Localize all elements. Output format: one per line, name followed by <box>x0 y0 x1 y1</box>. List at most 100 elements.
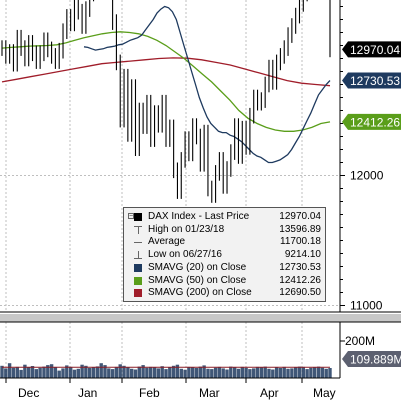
volume-bar <box>171 365 176 378</box>
volume-bar <box>72 369 77 378</box>
volume-bar <box>294 367 298 378</box>
legend-label: SMAVG (50) on Close <box>148 274 247 286</box>
volume-bar <box>194 368 199 378</box>
legend-value: 12730.53 <box>279 261 321 273</box>
legend-label: High on 01/23/18 <box>148 223 225 235</box>
volume-bar <box>103 365 107 378</box>
volume-bar <box>65 365 69 378</box>
volume-bar <box>217 366 222 378</box>
legend-row: SMAVG (200) on Close 12690.50 <box>128 287 321 299</box>
ytick-label-0: 12000 <box>350 169 384 183</box>
volume-bar <box>282 366 286 378</box>
legend-value: 13596.89 <box>279 223 321 235</box>
volume-bar <box>267 368 271 378</box>
value-badge-text-0: 12970.04 <box>350 43 400 57</box>
volume-bar <box>328 368 332 378</box>
sma20-line <box>83 5 331 164</box>
volume-bar <box>168 367 172 378</box>
volume-bar <box>160 366 164 378</box>
volume-bar <box>141 365 145 378</box>
volume-bar <box>233 367 237 378</box>
volume-bar <box>34 369 38 378</box>
value-badge-text-3: 109.889M <box>350 353 401 367</box>
legend-label: Average <box>148 236 186 248</box>
collapse-icon[interactable]: − <box>128 213 134 220</box>
legend-label: Low on 06/27/16 <box>148 249 222 261</box>
volume-bar <box>244 367 248 378</box>
volume-bar <box>316 366 321 378</box>
volume-bar <box>229 366 233 378</box>
volume-bar <box>0 365 4 378</box>
xtick-label-may: May <box>313 386 336 400</box>
volume-bar <box>42 366 46 378</box>
volume-bar <box>271 369 275 378</box>
volume-bar <box>252 368 256 378</box>
xtick-label-jan: Jan <box>78 386 97 400</box>
legend-swatch <box>134 213 142 221</box>
volume-bar <box>187 366 191 378</box>
volume-bar <box>4 368 8 378</box>
volume-bar <box>91 367 96 378</box>
volume-bar <box>46 365 50 378</box>
volume-bar <box>88 368 92 378</box>
volume-bar <box>297 366 302 378</box>
volume-bar <box>255 366 260 378</box>
legend-value: 11700.18 <box>280 236 321 248</box>
volume-bar <box>11 367 16 378</box>
volume-bar <box>137 366 141 378</box>
panel-separator <box>0 314 401 322</box>
volume-bar <box>225 369 229 378</box>
low-marker-icon <box>134 251 142 260</box>
volume-bar <box>320 367 325 378</box>
volume-bar <box>118 364 122 378</box>
volume-bar <box>49 364 54 378</box>
volume-bar <box>324 368 328 378</box>
volume-bar <box>278 368 283 378</box>
volume-bar <box>240 366 244 378</box>
volume-bar <box>305 369 309 378</box>
volume-bar <box>152 367 157 378</box>
legend-value: 12970.04 <box>279 211 321 222</box>
xtick-label-dec: Dec <box>18 386 39 400</box>
sma50-line <box>1 31 331 132</box>
volume-bar <box>236 368 241 378</box>
volume-bar <box>80 364 84 378</box>
ytick-label-1: 11000 <box>350 299 383 313</box>
legend-swatch <box>134 289 142 298</box>
volume-bar <box>259 367 264 378</box>
volume-bar <box>309 367 313 378</box>
volume-bar <box>107 368 111 378</box>
volume-bar <box>183 369 187 378</box>
volume-bar <box>290 368 294 378</box>
legend-swatch <box>134 263 142 272</box>
legend-value: 12690.50 <box>279 287 321 299</box>
legend-row: − DAX Index - Last Price 12970.04 <box>128 211 321 223</box>
badge-layer: 12970.04 12730.53 12412.26 109.889M <box>342 41 401 367</box>
xtick-label-apr: Apr <box>260 386 279 400</box>
volume-layer <box>0 363 332 378</box>
volume-bar <box>301 366 305 378</box>
volume-bar <box>179 368 183 378</box>
volume-bar <box>53 367 58 378</box>
value-badge-1 <box>342 72 401 89</box>
legend-value: 12412.26 <box>279 274 321 286</box>
volume-bar <box>133 369 138 378</box>
volume-bar <box>84 365 88 378</box>
volume-bar <box>61 368 65 378</box>
value-badge-3 <box>342 351 401 367</box>
volume-bar <box>175 364 180 378</box>
value-badge-0 <box>342 41 401 58</box>
volume-bar <box>30 366 35 378</box>
volume-bar <box>263 366 267 378</box>
high-marker-icon <box>134 225 142 234</box>
value-badge-text-1: 12730.53 <box>350 74 400 88</box>
legend-row: Average 11700.18 <box>128 236 321 248</box>
volume-bar <box>198 366 202 378</box>
legend-row: High on 01/23/18 13596.89 <box>128 224 321 236</box>
series-layer <box>1 0 331 203</box>
volume-bar <box>7 363 12 378</box>
volume-bar <box>57 370 61 378</box>
volume-bar <box>130 368 134 378</box>
volume-bar <box>164 369 168 378</box>
